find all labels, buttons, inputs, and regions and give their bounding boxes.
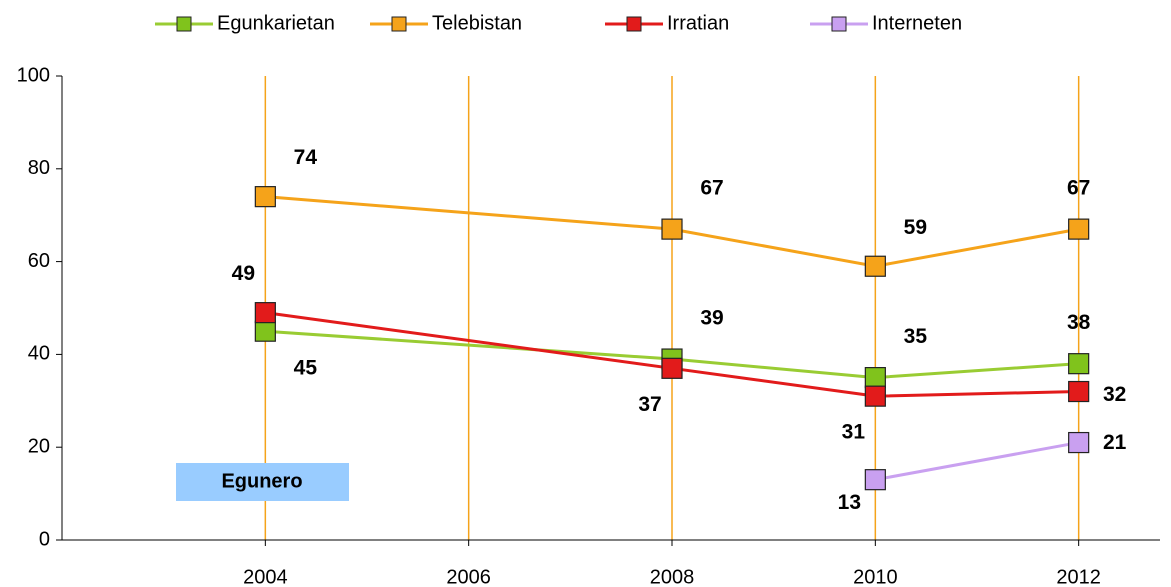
x-tick-label: 2010: [853, 566, 898, 587]
x-tick-label: 2004: [243, 566, 288, 587]
value-label: 39: [700, 307, 723, 330]
marker: [254, 320, 276, 342]
marker: [1068, 218, 1090, 240]
x-tick-label: 2012: [1056, 566, 1101, 587]
marker: [864, 367, 886, 389]
x-tick-label: 2008: [650, 566, 695, 587]
value-label: 67: [700, 177, 723, 200]
value-label: 37: [638, 393, 661, 416]
value-label: 74: [294, 146, 318, 169]
marker: [1068, 380, 1090, 403]
legend-label: Irratian: [667, 12, 729, 34]
marker: [864, 469, 886, 491]
legend-label: Telebistan: [432, 12, 522, 34]
legend-marker: [391, 16, 407, 32]
value-label: 31: [842, 421, 866, 444]
marker: [864, 385, 886, 407]
line: [265, 195, 1079, 268]
marker: [1068, 353, 1090, 375]
line: [265, 311, 1079, 398]
value-label: 59: [904, 216, 927, 239]
y-tick-label: 80: [28, 157, 50, 179]
line: [265, 329, 1079, 380]
marker: [661, 357, 683, 379]
value-label: 21: [1103, 431, 1127, 454]
legend-label: Egunkarietan: [217, 12, 335, 34]
annotation-box: [176, 463, 349, 501]
marker: [1068, 431, 1090, 454]
marker: [254, 186, 276, 208]
legend-label: Interneten: [872, 12, 962, 34]
value-label: 38: [1067, 311, 1091, 334]
value-label: 49: [232, 262, 255, 285]
x-tick-label: 2006: [446, 566, 491, 587]
value-label: 32: [1103, 383, 1126, 406]
value-label: 35: [904, 325, 928, 348]
value-label: 13: [838, 491, 861, 514]
y-tick-label: 0: [39, 528, 50, 550]
legend-marker: [626, 16, 642, 32]
value-label: 67: [1067, 177, 1090, 200]
marker: [661, 218, 683, 240]
y-tick-label: 100: [17, 64, 50, 86]
legend-marker: [176, 16, 192, 32]
y-tick-label: 60: [28, 250, 50, 272]
y-tick-label: 40: [28, 343, 50, 365]
line: [875, 441, 1079, 482]
marker: [254, 302, 276, 324]
marker: [864, 255, 886, 277]
legend-marker: [831, 16, 847, 32]
value-label: 45: [294, 357, 318, 380]
y-tick-label: 20: [28, 435, 50, 457]
annotation: Egunero: [221, 470, 302, 492]
